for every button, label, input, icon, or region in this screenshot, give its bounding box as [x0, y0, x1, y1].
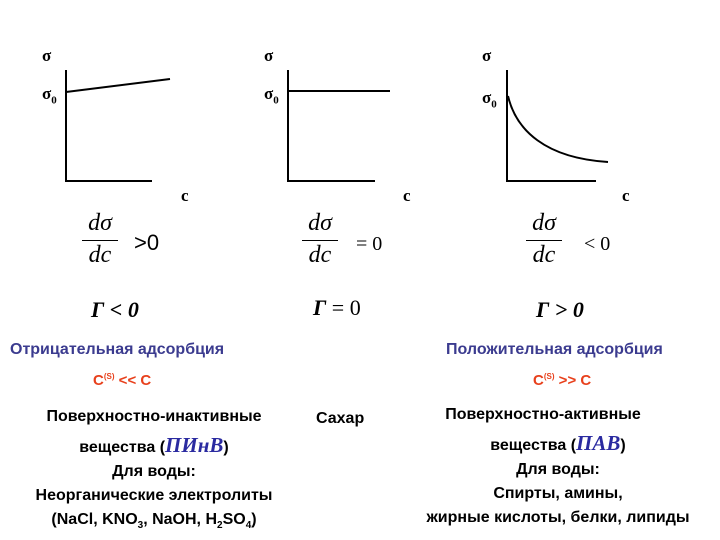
derivative-3-numerator: dσ — [532, 210, 556, 236]
derivative-2-denominator: dc — [308, 242, 332, 268]
positive-examples-2: жирные кислоты, белки, липиды — [426, 509, 690, 526]
graph-1-y0-sub: 0 — [51, 94, 57, 107]
positive-water-label: Для воды: — [516, 461, 600, 478]
positive-ratio-sup: (S) — [543, 372, 555, 381]
gamma-3-rest: > 0 — [549, 297, 584, 322]
negative-description: Поверхностно-инактивные вещества (ПИнВ) … — [8, 405, 300, 538]
derivative-1-denominator: dc — [88, 242, 112, 268]
graph-3-y0-sub: 0 — [491, 98, 497, 111]
formula-sub: 4 — [245, 520, 252, 532]
graph-3-y0-main: σ — [482, 88, 492, 107]
positive-examples: Спирты, амины, — [493, 485, 623, 502]
gamma-2: Г = 0 — [313, 295, 361, 321]
formula-part: SO — [222, 511, 246, 528]
graph-1-y0-main: σ — [42, 84, 52, 103]
derivative-2-relation: = 0 — [356, 233, 383, 255]
positive-description: Поверхностно-активные вещества (ПАВ) Для… — [405, 403, 711, 530]
graph-2-x-label: c — [403, 186, 411, 205]
gamma-1: Г < 0 — [91, 297, 139, 323]
derivative-3-denominator: dc — [532, 242, 556, 268]
graph-1-curve — [65, 78, 171, 93]
fraction-bar — [82, 240, 118, 241]
graph-3-axes — [506, 70, 596, 182]
negative-line-2-post: ) — [223, 439, 229, 456]
derivative-2: dσ dc — [298, 210, 342, 270]
graph-2 — [287, 70, 390, 182]
graph-1-x-label: c — [181, 186, 189, 205]
negative-water-label: Для воды: — [112, 463, 196, 480]
positive-ratio: C(S) >> C — [533, 367, 591, 391]
positive-adsorption-title: Положительная адсорбция — [446, 341, 663, 358]
gamma-1-symbol: Г — [91, 297, 105, 322]
gamma-2-symbol: Г — [313, 295, 327, 320]
negative-abbr: ПИнВ — [165, 433, 224, 457]
gamma-3: Г > 0 — [536, 297, 584, 323]
derivative-1-numerator: dσ — [88, 210, 112, 236]
positive-ratio-rest: >> C — [554, 372, 592, 389]
graph-1-axes — [65, 70, 152, 182]
graph-3-curve — [507, 95, 609, 163]
negative-adsorption-title: Отрицательная адсорбция — [10, 341, 225, 358]
formula-part: , NaOH, H — [143, 511, 217, 528]
graph-3-y0-label: σ0 — [482, 88, 497, 110]
negative-line-1: Поверхностно-инактивные — [46, 408, 262, 425]
positive-line-2-pre: вещества ( — [490, 437, 577, 454]
negative-line-2-pre: вещества ( — [79, 439, 166, 456]
positive-ratio-main: C — [533, 372, 544, 389]
formula-sub: 3 — [137, 520, 144, 532]
positive-line-1: Поверхностно-активные — [445, 406, 641, 423]
derivative-1: dσ dc — [78, 210, 122, 270]
graph-2-y-label: σ — [264, 46, 274, 65]
negative-ratio-rest: << C — [114, 372, 152, 389]
graph-2-axes — [287, 70, 375, 182]
graph-3-x-label: c — [622, 186, 630, 205]
negative-formula: (NaCl, KNO3, NaOH, H2SO4) — [8, 508, 300, 538]
negative-ratio-main: C — [93, 372, 104, 389]
positive-line-2: вещества (ПАВ) — [405, 431, 711, 458]
neutral-label: Сахар — [316, 410, 365, 427]
graph-2-y0-main: σ — [264, 84, 274, 103]
derivative-2-numerator: dσ — [308, 210, 332, 236]
negative-ratio: C(S) << C — [93, 367, 151, 391]
gamma-1-rest: < 0 — [104, 297, 139, 322]
graph-2-y0-sub: 0 — [273, 94, 279, 107]
positive-abbr: ПАВ — [576, 431, 621, 455]
graph-1 — [65, 70, 171, 182]
negative-line-2: вещества (ПИнВ) — [8, 433, 300, 460]
fraction-bar — [526, 240, 562, 241]
formula-sub: 2 — [217, 520, 223, 532]
derivative-1-relation: >0 — [134, 230, 160, 255]
formula-part: ) — [251, 511, 257, 528]
graph-1-y-label: σ — [42, 46, 52, 65]
graph-3 — [506, 70, 609, 182]
formula-part: (NaCl, KNO — [51, 511, 138, 528]
derivative-3-relation: < 0 — [584, 233, 611, 255]
positive-line-2-post: ) — [620, 437, 626, 454]
gamma-3-symbol: Г — [536, 297, 550, 322]
graph-3-y-label: σ — [482, 46, 492, 65]
graph-1-y0-label: σ0 — [42, 84, 57, 106]
gamma-2-rest: = 0 — [326, 295, 361, 320]
negative-ratio-sup: (S) — [103, 372, 115, 381]
graph-2-y0-label: σ0 — [264, 84, 279, 106]
fraction-bar — [302, 240, 338, 241]
negative-examples: Неорганические электролиты — [35, 487, 273, 504]
derivative-3: dσ dc — [522, 210, 566, 270]
